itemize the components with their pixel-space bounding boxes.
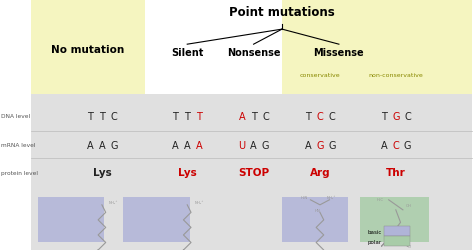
Text: Lys: Lys — [92, 168, 111, 177]
Text: DNA level: DNA level — [1, 114, 30, 119]
Text: basic: basic — [367, 229, 382, 234]
Text: C: C — [262, 111, 269, 121]
Text: T: T — [196, 111, 202, 121]
Text: polar: polar — [367, 239, 382, 244]
Text: NH₂⁺: NH₂⁺ — [327, 196, 337, 200]
Text: Lys: Lys — [178, 168, 197, 177]
Text: mRNA level: mRNA level — [1, 142, 36, 148]
Text: T: T — [99, 111, 105, 121]
Text: A: A — [196, 140, 202, 150]
Bar — [31, 95, 472, 250]
Text: G: G — [392, 111, 400, 121]
Text: H₂N: H₂N — [301, 196, 308, 200]
Text: A: A — [305, 140, 311, 150]
Text: A: A — [238, 111, 245, 121]
Text: NH₂⁺: NH₂⁺ — [194, 200, 204, 204]
Bar — [282, 198, 348, 242]
Bar — [282, 0, 472, 95]
Text: T: T — [184, 111, 190, 121]
Text: Silent: Silent — [171, 48, 203, 58]
Text: HN: HN — [315, 208, 320, 212]
Bar — [384, 236, 410, 246]
Text: H₃C: H₃C — [377, 197, 384, 201]
Text: T: T — [173, 111, 178, 121]
Bar — [31, 0, 145, 95]
Text: A: A — [87, 140, 93, 150]
Text: conservative: conservative — [300, 72, 340, 78]
Bar — [38, 198, 104, 242]
Text: A: A — [250, 140, 257, 150]
Text: A: A — [172, 140, 179, 150]
Text: C: C — [392, 140, 399, 150]
Text: T: T — [87, 111, 93, 121]
Text: T: T — [305, 111, 311, 121]
Text: STOP: STOP — [238, 168, 269, 177]
Text: A: A — [381, 140, 387, 150]
Text: A: A — [184, 140, 191, 150]
Text: C: C — [404, 111, 411, 121]
Text: non-conservative: non-conservative — [368, 72, 423, 78]
Text: T: T — [381, 111, 387, 121]
Text: G: G — [110, 140, 118, 150]
Text: O: O — [408, 244, 411, 248]
Text: A: A — [99, 140, 105, 150]
Text: NH₂⁺: NH₂⁺ — [109, 200, 118, 204]
Bar — [384, 226, 410, 236]
Text: G: G — [404, 140, 411, 150]
Text: G: G — [316, 140, 324, 150]
Text: Point mutations: Point mutations — [229, 6, 335, 19]
Text: C: C — [110, 111, 117, 121]
Text: C: C — [328, 111, 335, 121]
Bar — [123, 198, 190, 242]
Text: Arg: Arg — [310, 168, 330, 177]
Text: G: G — [328, 140, 336, 150]
Bar — [360, 198, 429, 242]
Text: T: T — [251, 111, 256, 121]
Text: G: G — [262, 140, 269, 150]
Text: Thr: Thr — [386, 168, 406, 177]
Text: C: C — [317, 111, 323, 121]
Text: OH: OH — [405, 203, 411, 207]
Text: Nonsense: Nonsense — [227, 48, 280, 58]
Text: U: U — [238, 140, 246, 150]
Text: protein level: protein level — [1, 170, 38, 175]
Text: Missense: Missense — [314, 48, 364, 58]
Text: No mutation: No mutation — [51, 45, 124, 55]
